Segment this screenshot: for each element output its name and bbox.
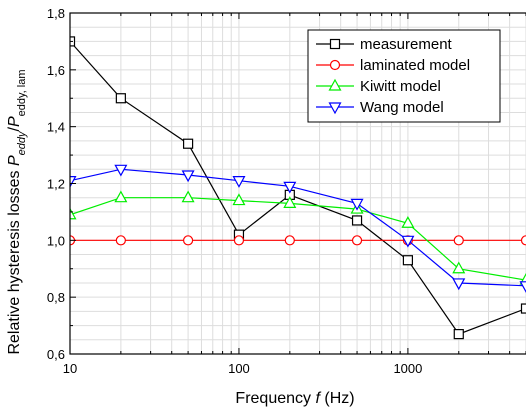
legend: measurement laminated model Kiwitt model Wa… [307,29,501,123]
data-point [520,303,526,314]
data-point [115,235,126,246]
legend-marker [329,59,341,71]
series-measurement [70,36,526,340]
data-point [182,235,194,246]
data-point [401,235,415,248]
legend-marker [328,102,342,115]
legend-item: measurement [316,36,453,53]
legend-label: Wang model [360,99,444,116]
data-point [233,235,245,246]
data-point [350,198,364,211]
y-tick-label: 1,4 [47,120,65,135]
data-point [182,138,194,149]
data-point [232,193,246,206]
plot-area [70,36,526,340]
data-point [283,196,297,208]
y-axis-title: Relative hysteresis losses Peddy/Peddy, … [6,69,28,354]
data-point [452,278,466,291]
x-tick-label: 1000 [393,361,422,376]
data-point [351,235,363,246]
y-tick-label: 0,6 [47,347,65,362]
y-tick-label: 0,8 [47,290,65,305]
legend-marker [328,78,342,91]
data-point [351,215,363,226]
data-point [284,235,295,246]
y-tick-label: 1,6 [47,63,65,78]
data-point [519,281,526,294]
data-point [232,176,246,188]
y-tick-label: 1,8 [47,6,65,21]
data-point [181,190,195,203]
legend-item: Kiwitt model [316,78,441,95]
data-point [114,164,128,177]
legend-item: Wang model [316,99,444,116]
series-layer [70,36,526,340]
data-point [452,261,466,274]
data-point [283,181,297,194]
series-wang-model [70,164,526,294]
x-tick-label: 100 [228,361,250,376]
legend-marker [329,38,341,50]
data-point [114,190,128,203]
data-point [520,235,526,246]
legend-label: measurement [360,36,453,53]
data-point [70,176,77,188]
y-tick-label: 1,0 [47,233,65,248]
tick-labels: 10 100 1000 0,6 0,8 1,0 1,2 1,4 1,6 1,8 [47,6,422,376]
legend-item: laminated model [316,57,470,74]
data-point [401,216,415,228]
y-tick-label: 1,2 [47,177,65,192]
legend-label: Kiwitt model [360,78,441,95]
data-point [70,207,77,220]
x-tick-label: 10 [63,361,77,376]
x-axis-title: Frequency f (Hz) [235,390,354,407]
data-point [402,255,414,266]
data-point [453,235,464,246]
data-point [181,170,195,183]
data-point [453,329,464,340]
series-kiwitt-model [70,190,526,285]
axes [69,12,526,355]
legend-label: laminated model [360,57,470,74]
data-point [115,93,126,104]
